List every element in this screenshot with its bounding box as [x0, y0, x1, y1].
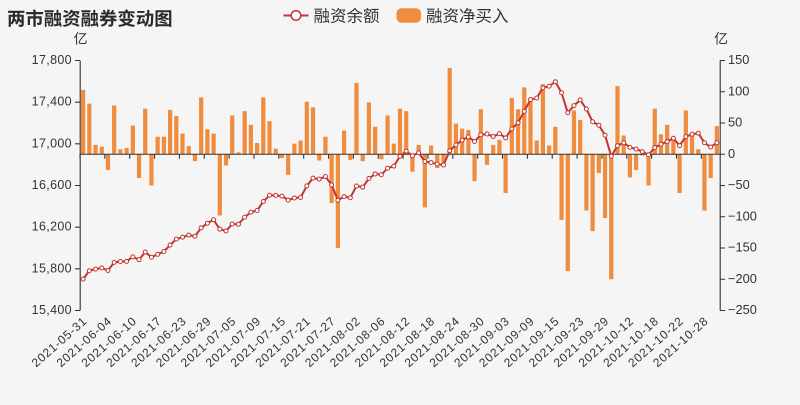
svg-text:15,800: 15,800: [32, 261, 72, 275]
svg-text:150: 150: [728, 52, 749, 67]
svg-text:0: 0: [728, 146, 735, 161]
svg-text:16,600: 16,600: [32, 178, 72, 192]
svg-text:17,400: 17,400: [32, 95, 72, 109]
svg-text:100: 100: [728, 83, 749, 98]
svg-text:−250: −250: [728, 302, 757, 317]
svg-text:16,200: 16,200: [32, 220, 72, 234]
svg-text:−100: −100: [728, 208, 757, 223]
svg-text:15,400: 15,400: [32, 303, 72, 317]
svg-text:−50: −50: [728, 177, 750, 192]
svg-text:17,800: 17,800: [32, 53, 72, 67]
svg-text:17,000: 17,000: [32, 136, 72, 150]
svg-text:50: 50: [728, 115, 742, 130]
svg-text:−200: −200: [728, 271, 757, 286]
svg-text:−150: −150: [728, 240, 757, 255]
